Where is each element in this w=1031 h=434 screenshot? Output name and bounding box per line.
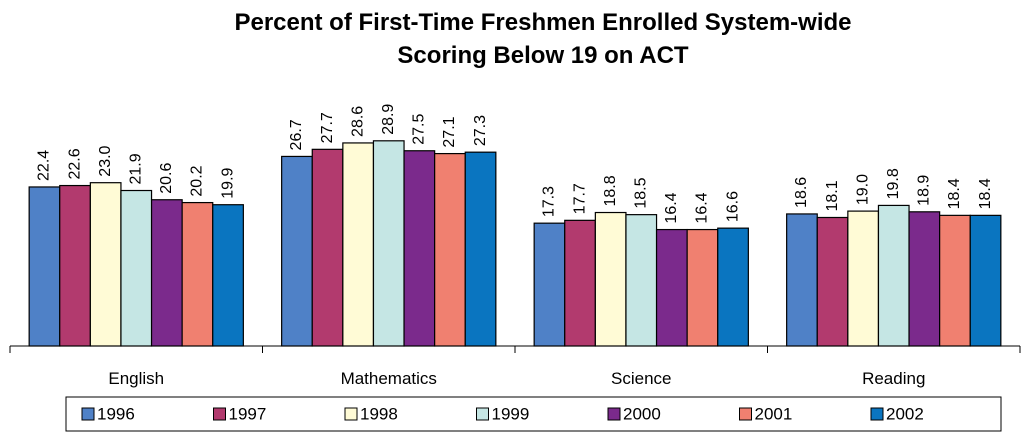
data-label: 18.4 — [977, 178, 994, 209]
bar — [908, 211, 941, 347]
bar — [594, 211, 627, 347]
data-label: 19.8 — [885, 168, 902, 199]
data-label: 16.6 — [724, 191, 741, 222]
data-label: 17.7 — [571, 183, 588, 214]
bar — [464, 151, 497, 347]
bar — [120, 189, 153, 347]
x-tick-label: English — [108, 369, 164, 388]
legend-label: 1996 — [97, 404, 135, 423]
legend-swatch — [213, 407, 226, 421]
legend-label: 1998 — [360, 404, 398, 423]
bar — [403, 150, 436, 347]
legend-swatch — [870, 407, 884, 421]
bar — [969, 214, 1002, 347]
data-label: 18.4 — [946, 178, 963, 209]
bar — [89, 182, 122, 347]
bar — [212, 204, 244, 347]
bar — [655, 228, 688, 347]
data-label: 28.6 — [349, 106, 366, 137]
data-label: 20.2 — [189, 165, 206, 196]
data-label: 16.4 — [694, 192, 711, 223]
data-label: 17.3 — [541, 186, 558, 217]
bar — [847, 210, 880, 347]
bar — [342, 142, 375, 347]
bar — [717, 227, 749, 347]
data-label: 18.6 — [793, 177, 810, 208]
x-tick-label: Science — [611, 369, 671, 388]
data-label: 22.6 — [66, 148, 83, 179]
data-label: 23.0 — [97, 145, 114, 176]
bar — [816, 216, 849, 347]
bar — [625, 214, 658, 347]
bar — [28, 186, 61, 347]
x-tick-label: Reading — [862, 369, 925, 388]
legend-label: 2001 — [755, 404, 793, 423]
bar — [181, 201, 214, 347]
bar — [372, 140, 405, 347]
data-label: 22.4 — [36, 150, 53, 181]
data-label: 21.9 — [127, 153, 144, 184]
legend-swatch — [344, 407, 358, 421]
bar — [281, 155, 313, 347]
data-label: 27.1 — [441, 116, 458, 147]
data-label: 27.7 — [319, 112, 336, 143]
legend-label: 2000 — [623, 404, 661, 423]
data-label: 26.7 — [288, 119, 305, 150]
legend-label: 2002 — [886, 404, 924, 423]
bar — [533, 222, 566, 347]
data-label: 18.1 — [824, 180, 841, 211]
data-label: 18.9 — [916, 175, 933, 206]
data-label: 27.5 — [411, 114, 428, 145]
x-tick-label: Mathematics — [341, 369, 437, 388]
data-label: 20.6 — [158, 162, 175, 193]
legend-swatch — [739, 407, 752, 421]
bar — [311, 148, 344, 347]
data-label: 16.4 — [663, 192, 680, 223]
data-label: 27.3 — [472, 115, 489, 146]
bar — [939, 214, 971, 347]
legend-box — [65, 396, 1002, 432]
legend-label: 1999 — [492, 404, 530, 423]
bar — [434, 152, 466, 347]
bar — [786, 213, 818, 347]
bar — [150, 199, 183, 347]
bar — [877, 204, 910, 347]
data-label: 18.5 — [632, 177, 649, 208]
legend-label: 1997 — [229, 404, 267, 423]
legend-swatch — [607, 407, 621, 421]
legend-swatch — [81, 407, 95, 421]
bar — [686, 228, 719, 347]
data-label: 18.8 — [602, 175, 619, 206]
data-label: 19.0 — [854, 174, 871, 205]
data-label: 19.9 — [219, 167, 236, 198]
bar — [59, 184, 91, 347]
legend-swatch — [476, 407, 489, 421]
chart-title: Scoring Below 19 on ACT — [397, 42, 688, 69]
data-label: 28.9 — [380, 104, 397, 135]
chart-title: Percent of First-Time Freshmen Enrolled … — [234, 9, 851, 36]
bar — [564, 219, 596, 347]
